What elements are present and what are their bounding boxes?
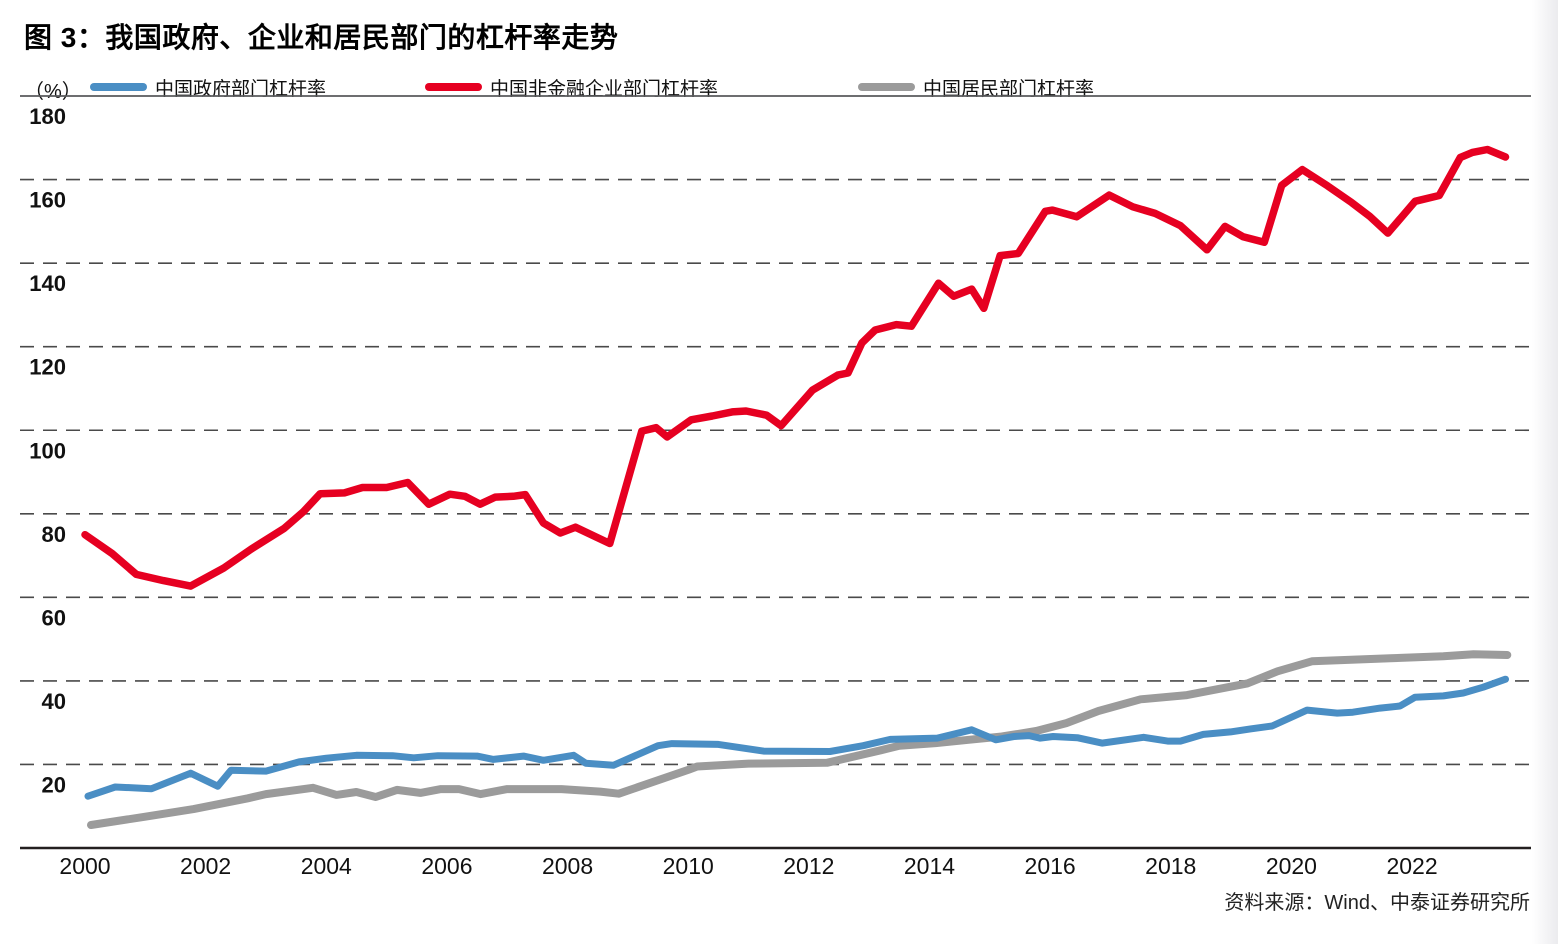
y-tick-label-80: 80 xyxy=(42,522,66,547)
y-tick-label-180: 180 xyxy=(29,104,66,129)
household-line-swatch-icon xyxy=(858,83,915,91)
y-tick-label-20: 20 xyxy=(42,772,66,797)
government-line-swatch-icon xyxy=(90,83,147,91)
x-tick-label-2006: 2006 xyxy=(421,853,472,879)
y-tick-label-120: 120 xyxy=(29,355,66,380)
x-tick-label-2014: 2014 xyxy=(904,853,955,879)
x-tick-label-2012: 2012 xyxy=(783,853,834,879)
corporate-line-swatch-icon xyxy=(425,83,482,91)
x-tick-label-2008: 2008 xyxy=(542,853,593,879)
x-tick-label-2016: 2016 xyxy=(1025,853,1076,879)
series-line-corporate xyxy=(81,145,1510,590)
x-tick-label-2020: 2020 xyxy=(1266,853,1317,879)
y-tick-label-140: 140 xyxy=(29,271,66,296)
source-note: 资料来源：Wind、中泰证券研究所 xyxy=(1224,892,1530,914)
y-axis-unit-label: （%） xyxy=(24,81,82,103)
series-line-government xyxy=(84,675,1509,800)
x-tick-label-2002: 2002 xyxy=(180,853,231,879)
chart-title: 图 3：我国政府、企业和居民部门的杠杆率走势 xyxy=(24,22,619,53)
legend-item-government: 中国政府部门杠杆率 xyxy=(90,74,326,100)
legend-label-corporate: 中国非金融企业部门杠杆率 xyxy=(490,78,719,100)
x-tick-label-2000: 2000 xyxy=(59,853,110,879)
x-tick-label-2010: 2010 xyxy=(663,853,714,879)
legend-item-household: 中国居民部门杠杆率 xyxy=(858,74,1094,100)
legend-label-household: 中国居民部门杠杆率 xyxy=(923,78,1095,100)
legend-label-government: 中国政府部门杠杆率 xyxy=(155,78,327,100)
x-tick-label-2022: 2022 xyxy=(1386,853,1437,879)
legend: （%） 中国政府部门杠杆率 中国非金融企业部门杠杆率 中国居民部门杠杆率 xyxy=(0,74,1558,104)
y-tick-label-160: 160 xyxy=(29,188,66,213)
y-tick-label-40: 40 xyxy=(42,689,66,714)
x-tick-label-2004: 2004 xyxy=(301,853,352,879)
y-tick-label-60: 60 xyxy=(42,605,66,630)
legend-item-corporate: 中国非金融企业部门杠杆率 xyxy=(425,74,718,100)
series-line-household xyxy=(87,650,1512,829)
y-tick-label-100: 100 xyxy=(29,438,66,463)
x-tick-label-2018: 2018 xyxy=(1145,853,1196,879)
